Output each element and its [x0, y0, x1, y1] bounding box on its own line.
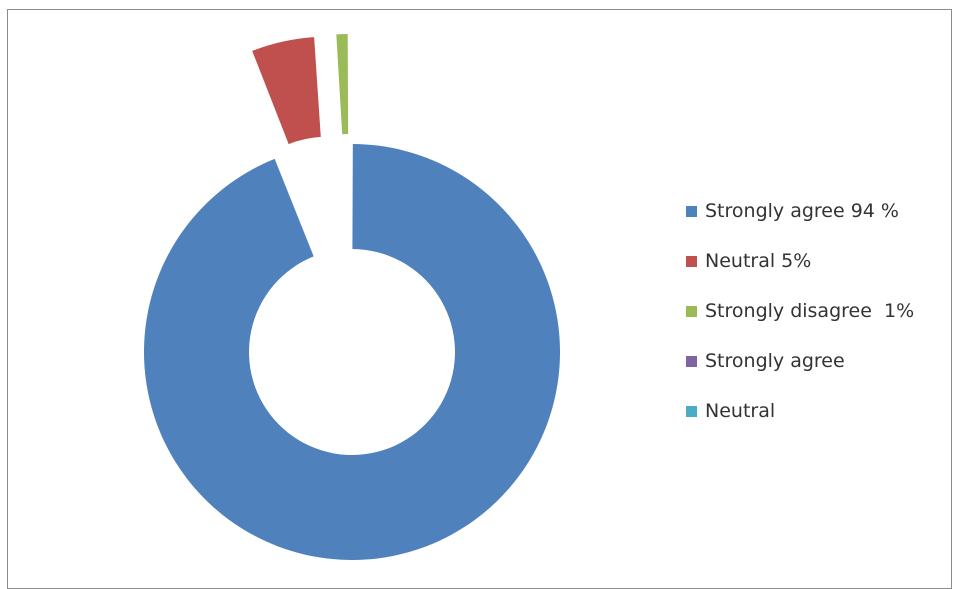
legend-swatch: [686, 405, 697, 417]
legend-label: Neutral 5%: [705, 249, 812, 272]
legend-swatch: [686, 205, 697, 217]
legend-label: Neutral: [705, 399, 776, 422]
legend-item-strongly-agree: Strongly agree: [686, 336, 951, 386]
donut-slice-1: [252, 37, 321, 145]
legend-item-neutral: Neutral: [686, 386, 951, 436]
legend-swatch: [686, 355, 697, 367]
legend-label: Strongly agree: [705, 349, 845, 372]
legend-label: Strongly agree 94 %: [705, 199, 899, 222]
legend-item-strongly-agree-94: Strongly agree 94 %: [686, 186, 951, 236]
donut-slice-2: [336, 34, 349, 135]
legend: Strongly agree 94 % Neutral 5% Strongly …: [686, 186, 951, 436]
legend-item-neutral-5: Neutral 5%: [686, 236, 951, 286]
donut-slice-0: [144, 144, 561, 561]
legend-swatch: [686, 305, 697, 317]
legend-swatch: [686, 255, 697, 267]
legend-label: Strongly disagree 1%: [705, 299, 915, 322]
legend-item-strongly-disagree-1: Strongly disagree 1%: [686, 286, 951, 336]
